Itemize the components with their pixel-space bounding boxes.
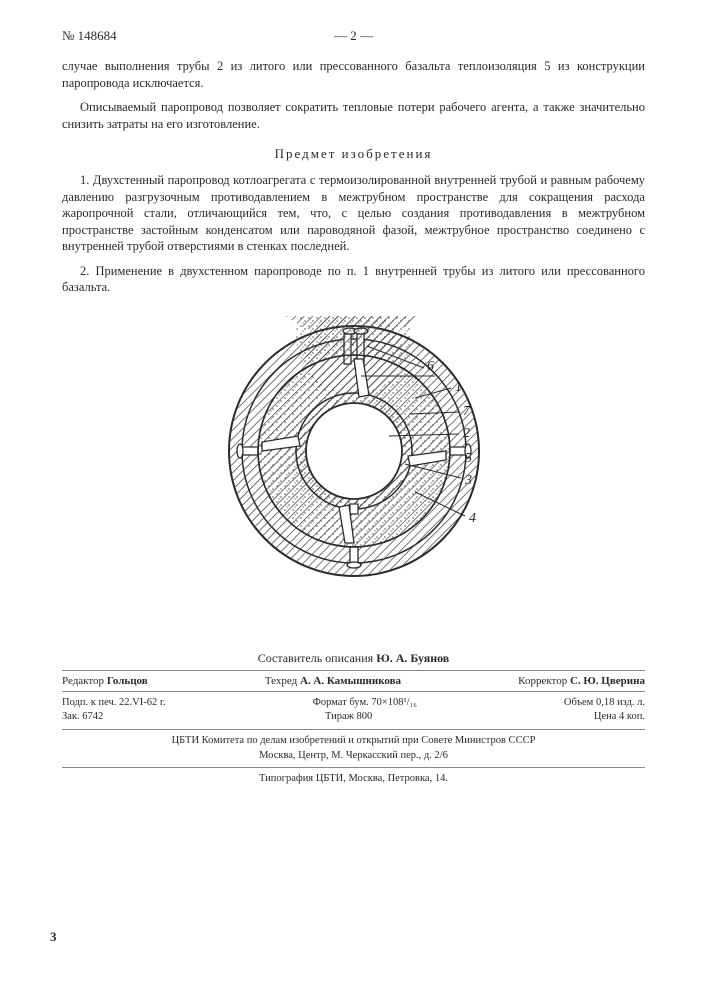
paragraph-2: Описываемый паропровод позволяет сократи… xyxy=(62,99,645,132)
divider-3 xyxy=(62,729,645,730)
fig-label-4: 4 xyxy=(469,511,476,526)
colophon-r2-left: Зак. 6742 xyxy=(62,710,103,725)
section-title: Предмет изобретения xyxy=(62,146,645,162)
divider-1 xyxy=(62,670,645,671)
compiler-name: Ю. А. Буянов xyxy=(376,651,449,665)
techred: Техред А. А. Камышникова xyxy=(265,675,401,687)
colophon-line3: Типография ЦБТИ, Москва, Петровка, 14. xyxy=(62,772,645,787)
fig-label-3: 3 xyxy=(464,473,472,488)
corr-name: С. Ю. Цверина xyxy=(570,675,645,687)
editor-label: Редактор xyxy=(62,675,104,687)
paragraph-1: случае выполнения трубы 2 из литого или … xyxy=(62,58,645,91)
divider-4 xyxy=(62,767,645,768)
fig-label-6: 6 xyxy=(427,359,434,374)
paragraph-4: 2. Применение в двухстенном паропроводе … xyxy=(62,263,645,296)
compiler-line: Составитель описания Ю. А. Буянов xyxy=(62,651,645,666)
page: № 148684 — 2 — случае выполнения трубы 2… xyxy=(0,0,707,1000)
colophon-r1-right: Объем 0,18 изд. л. xyxy=(564,696,645,711)
divider-2 xyxy=(62,691,645,692)
page-header: № 148684 — 2 — xyxy=(62,28,645,44)
fig-label-7: 7 xyxy=(463,404,471,419)
page-number: 3 xyxy=(50,929,57,945)
colophon-line2: Москва, Центр, М. Черкасский пер., д. 2/… xyxy=(62,749,645,764)
fig-label-2: 2 xyxy=(463,426,470,441)
page-marker: — 2 — xyxy=(0,28,707,44)
corr-label: Корректор xyxy=(518,675,567,687)
editor: Редактор Гольцов xyxy=(62,675,148,687)
paragraph-3: 1. Двухстенный паропровод котлоагрегата … xyxy=(62,172,645,255)
colophon-r2-mid: Тираж 800 xyxy=(325,710,372,725)
colophon-line1: ЦБТИ Комитета по делам изобретений и отк… xyxy=(62,734,645,749)
fig-label-5: 5 xyxy=(465,451,472,466)
fig-label-1: 1 xyxy=(455,380,462,395)
colophon: Подп. к печ. 22.VI-62 г. Формат бум. 70×… xyxy=(62,696,645,787)
compiler-prefix: Составитель описания xyxy=(258,651,373,665)
credits-row: Редактор Гольцов Техред А. А. Камышников… xyxy=(62,675,645,687)
figure: 6 1 7 2 5 3 4 xyxy=(62,316,645,591)
editor-name: Гольцов xyxy=(107,675,148,687)
colophon-r2-right: Цена 4 коп. xyxy=(594,710,645,725)
tech-label: Техред xyxy=(265,675,297,687)
colophon-r1-mid: Формат бум. 70×108¹/₁₆ xyxy=(313,696,417,711)
cross-section-diagram: 6 1 7 2 5 3 4 xyxy=(219,316,489,586)
corrector: Корректор С. Ю. Цверина xyxy=(518,675,645,687)
tech-name: А. А. Камышникова xyxy=(300,675,401,687)
colophon-r1-left: Подп. к печ. 22.VI-62 г. xyxy=(62,696,166,711)
